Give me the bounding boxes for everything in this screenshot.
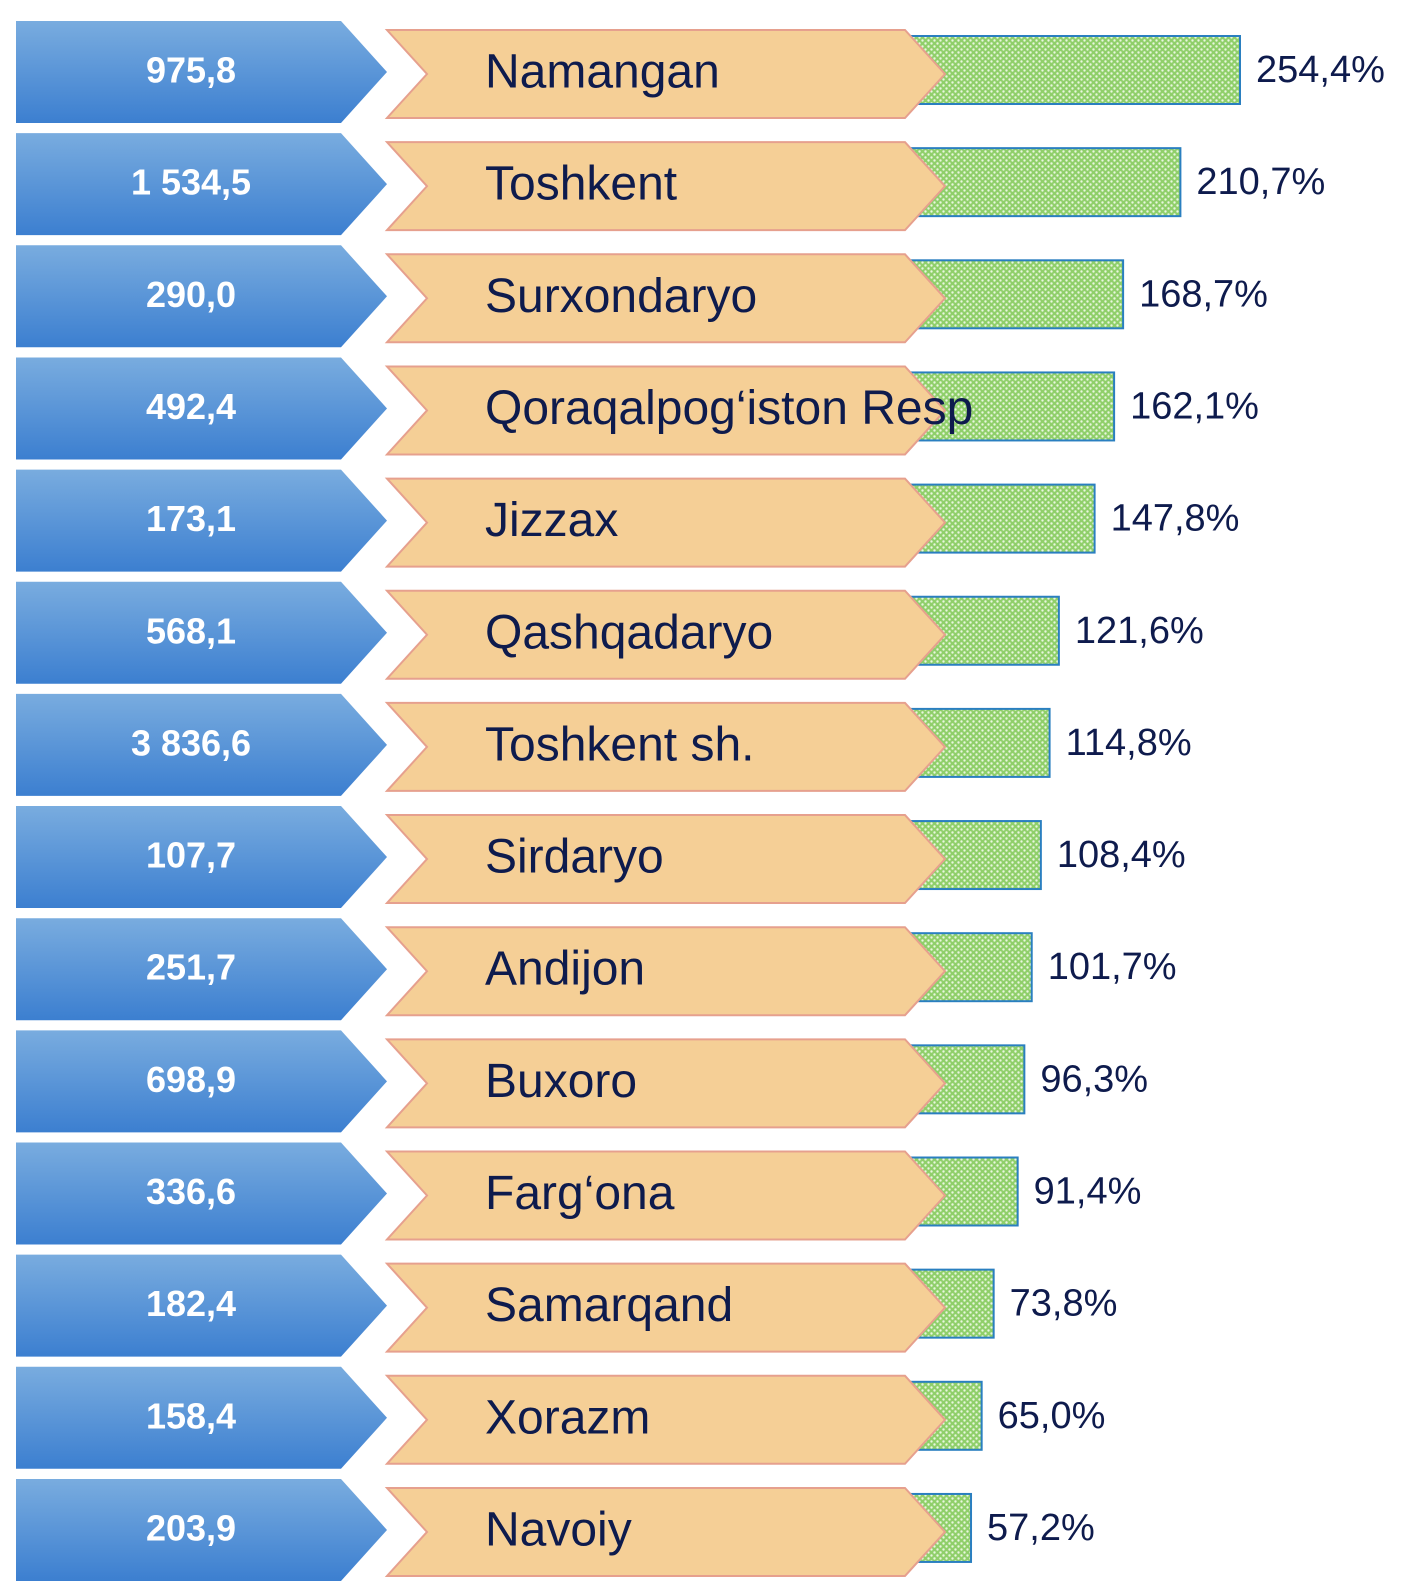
region-chevron [384,141,947,232]
region-name: Surxondaryo [485,270,757,323]
amount-arrow [16,1478,387,1581]
percent-label: 121,6% [1075,610,1204,652]
region-name: Farg‘ona [485,1167,675,1220]
amount-label: 203,9 [146,1507,236,1548]
percent-label: 57,2% [987,1507,1095,1549]
amount-arrow [16,806,387,909]
region-name: Xorazm [485,1391,650,1444]
percent-label: 108,4% [1057,834,1186,876]
percent-label: 147,8% [1111,498,1240,540]
amount-label: 492,4 [146,386,236,427]
region-name: Qashqadaryo [485,606,773,659]
amount-label: 698,9 [146,1059,236,1100]
percent-label: 162,1% [1130,385,1259,427]
amount-arrow [16,245,387,348]
region-chevron [384,1374,947,1465]
region-chevron [384,477,947,568]
region-name: Toshkent [485,158,677,211]
region-chevron [384,365,947,456]
region-chevron [384,701,947,792]
region-chevron [384,29,947,119]
percent-label: 65,0% [998,1395,1106,1437]
region-name: Sirdaryo [485,831,664,884]
percent-label: 101,7% [1048,946,1177,988]
amount-label: 173,1 [146,498,236,539]
amount-arrow [16,1366,387,1469]
region-name: Samarqand [485,1279,733,1332]
amount-arrow [16,469,387,572]
amount-label: 290,0 [146,274,236,315]
amount-label: 107,7 [146,835,236,876]
region-name: Andijon [485,943,645,996]
region-chevron [384,1486,947,1577]
amount-arrow [16,133,387,236]
bar [892,35,1242,105]
amount-label: 1 534,5 [131,162,251,203]
region-name: Qoraqalpog‘iston Resp [485,382,973,435]
percent-label: 73,8% [1010,1283,1118,1325]
amount-label: 336,6 [146,1171,236,1212]
amount-label: 158,4 [146,1395,236,1436]
amount-arrow [16,1030,387,1133]
percent-label: 96,3% [1040,1058,1148,1100]
amount-arrow [16,693,387,796]
percent-label: 91,4% [1034,1171,1142,1213]
region-chevron [384,253,947,344]
percent-label: 254,4% [1256,49,1385,91]
region-chevron [384,1262,947,1353]
region-chevron [384,1150,947,1241]
percent-label: 210,7% [1196,161,1325,203]
amount-label: 251,7 [146,947,236,988]
amount-label: 568,1 [146,610,236,651]
region-name: Jizzax [485,494,618,547]
region-chevron [384,926,947,1017]
region-name: Namangan [485,46,720,99]
amount-arrow [16,1142,387,1245]
region-name: Toshkent sh. [485,718,754,771]
amount-arrow [16,21,387,123]
amount-label: 182,4 [146,1283,236,1324]
amount-arrow [16,918,387,1021]
region-chevron [384,589,947,680]
percent-label: 114,8% [1066,722,1192,764]
region-name: Buxoro [485,1055,637,1108]
amount-arrow [16,357,387,460]
amount-arrow [16,581,387,684]
percent-label: 168,7% [1139,273,1268,315]
region-chevron [384,814,947,905]
amount-label: 3 836,6 [131,722,251,763]
region-chevron [384,1038,947,1129]
amount-label: 975,8 [146,50,236,91]
region-name: Navoiy [485,1503,632,1556]
amount-arrow [16,1254,387,1357]
